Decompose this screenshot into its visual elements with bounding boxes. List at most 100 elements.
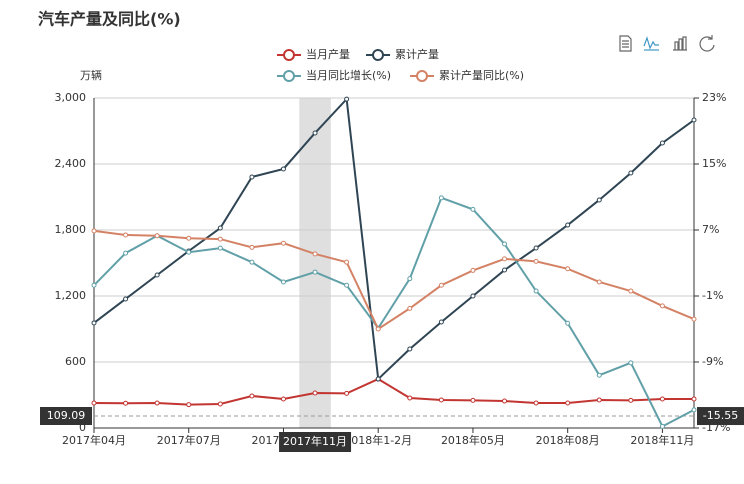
data-point bbox=[407, 346, 413, 352]
y-tick-label: 600 bbox=[65, 355, 86, 368]
restore-button[interactable] bbox=[699, 35, 715, 52]
data-point bbox=[596, 279, 602, 285]
data-point bbox=[565, 266, 571, 272]
y2-tick-label: -1% bbox=[702, 289, 723, 302]
legend-label: 当月同比增长(%) bbox=[306, 68, 391, 82]
data-point bbox=[565, 400, 571, 406]
series-line bbox=[93, 229, 695, 331]
x-tick-label: 2018年1-2月 bbox=[344, 433, 412, 447]
data-point bbox=[691, 396, 697, 402]
series-line bbox=[93, 377, 694, 406]
data-point bbox=[123, 296, 129, 302]
legend-label: 当月产量 bbox=[306, 47, 350, 61]
data-point bbox=[628, 170, 634, 176]
data-point bbox=[691, 117, 697, 123]
data-point bbox=[438, 282, 444, 288]
legend-icon bbox=[283, 49, 295, 61]
data-point bbox=[375, 376, 381, 382]
data-point bbox=[217, 245, 223, 251]
data-point bbox=[344, 390, 350, 396]
data-point bbox=[91, 320, 97, 326]
data-point bbox=[217, 225, 223, 231]
data-point bbox=[280, 240, 286, 246]
x-tick-label: 2017年04月 bbox=[62, 433, 126, 447]
data-point bbox=[596, 397, 602, 403]
data-point bbox=[407, 395, 413, 401]
data-point bbox=[565, 320, 571, 326]
data-point bbox=[659, 423, 665, 429]
data-point bbox=[249, 259, 255, 265]
y-tick-label: 0 bbox=[79, 421, 86, 434]
line-switch-button[interactable] bbox=[643, 36, 659, 51]
data-point bbox=[438, 195, 444, 201]
data-point bbox=[249, 393, 255, 399]
chart-title: 汽车产量及同比(%) bbox=[38, 10, 181, 29]
data-point bbox=[91, 400, 97, 406]
data-point bbox=[344, 259, 350, 265]
series-line bbox=[93, 96, 695, 382]
data-point bbox=[596, 197, 602, 203]
data-point bbox=[533, 245, 539, 251]
series-line bbox=[93, 196, 695, 428]
data-point bbox=[533, 258, 539, 264]
x-tick-label: 2018年05月 bbox=[441, 433, 505, 447]
data-point bbox=[470, 267, 476, 273]
y2-tick-label: 15% bbox=[702, 157, 726, 170]
data-point bbox=[375, 326, 381, 332]
data-point bbox=[249, 244, 255, 250]
x-pointer-label: 2017年11月 bbox=[283, 434, 347, 448]
y2-pointer-label-bg bbox=[697, 407, 744, 426]
x-tick-label: 2018年08月 bbox=[536, 433, 600, 447]
x-tick-label: 2017年07月 bbox=[157, 433, 221, 447]
data-point bbox=[123, 400, 129, 406]
data-point bbox=[154, 400, 160, 406]
legend-icon bbox=[283, 70, 295, 82]
toolbox bbox=[619, 35, 715, 52]
data-point bbox=[628, 397, 634, 403]
y-tick-label: 1,800 bbox=[55, 223, 87, 236]
data-point bbox=[659, 140, 665, 146]
data-point bbox=[91, 282, 97, 288]
data-point bbox=[596, 372, 602, 378]
data-point bbox=[407, 305, 413, 311]
data-point bbox=[154, 272, 160, 278]
data-point bbox=[344, 96, 350, 102]
legend-label: 累计产量 bbox=[395, 47, 439, 61]
data-point bbox=[312, 130, 318, 136]
data-point bbox=[217, 401, 223, 407]
data-point bbox=[565, 222, 571, 228]
data-point bbox=[186, 402, 192, 408]
data-point bbox=[502, 256, 508, 262]
data-point bbox=[249, 174, 255, 180]
x-tick-label: 2018年11月 bbox=[630, 433, 694, 447]
data-point bbox=[438, 397, 444, 403]
axis-pointer-shadow bbox=[299, 98, 331, 428]
data-point bbox=[533, 288, 539, 294]
legend-icon bbox=[372, 49, 384, 61]
y2-tick-label: -9% bbox=[702, 355, 723, 368]
data-point bbox=[533, 400, 539, 406]
data-point bbox=[217, 236, 223, 242]
y-pointer-label-bg bbox=[40, 407, 92, 426]
data-point bbox=[344, 282, 350, 288]
legend-icon bbox=[416, 70, 428, 82]
data-point bbox=[312, 269, 318, 275]
bar-switch-button[interactable] bbox=[673, 36, 687, 51]
data-point bbox=[280, 396, 286, 402]
data-point bbox=[659, 303, 665, 309]
x-pointer-label-bg bbox=[279, 432, 352, 452]
y-tick-label: 2,400 bbox=[55, 157, 87, 170]
data-point bbox=[186, 249, 192, 255]
y-tick-label: 3,000 bbox=[55, 91, 87, 104]
legend-label: 累计产量同比(%) bbox=[439, 68, 524, 82]
data-point bbox=[312, 390, 318, 396]
data-view-button[interactable] bbox=[619, 35, 632, 52]
data-point bbox=[470, 206, 476, 212]
data-point bbox=[659, 396, 665, 402]
y-axis-name: 万辆 bbox=[80, 68, 102, 82]
data-point bbox=[470, 293, 476, 299]
data-point bbox=[628, 288, 634, 294]
data-point bbox=[691, 316, 697, 322]
